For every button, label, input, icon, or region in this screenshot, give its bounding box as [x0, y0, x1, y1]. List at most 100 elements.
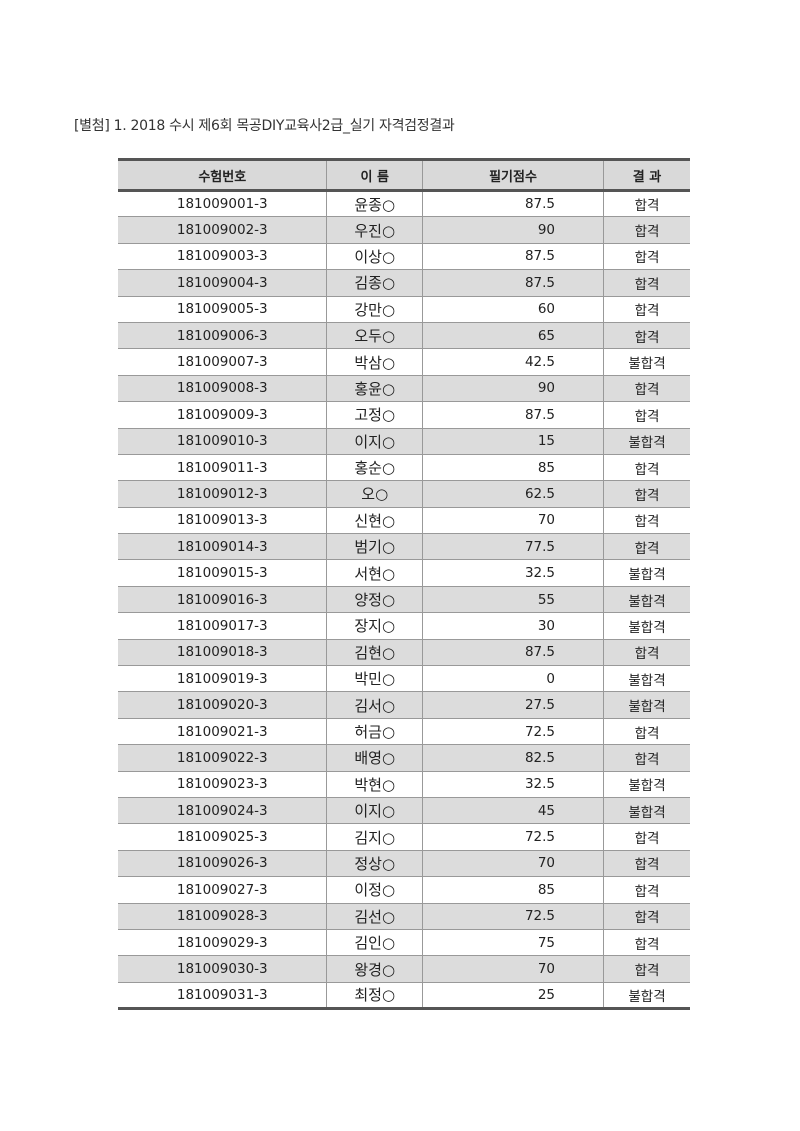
- result-cell: 불합격: [603, 427, 690, 455]
- name-cell: 장지○: [326, 612, 423, 640]
- exam-number-cell: 181009004-3: [118, 269, 327, 297]
- exam-number-cell: 181009015-3: [118, 559, 327, 587]
- score-cell: 45: [421, 796, 604, 824]
- score-cell: 87.5: [421, 401, 604, 429]
- name-cell: 배영○: [326, 744, 423, 772]
- score-cell: 87.5: [421, 189, 604, 217]
- exam-number-cell: 181009026-3: [118, 849, 327, 877]
- score-cell: 85: [421, 876, 604, 904]
- header-name: 이 름: [326, 158, 423, 192]
- table-row: 181009031-3 최정○ 25 불합격: [118, 981, 690, 1011]
- result-cell: 불합격: [603, 585, 690, 613]
- result-cell: 합격: [603, 480, 690, 508]
- score-cell: 32.5: [421, 770, 604, 798]
- score-cell: 70: [421, 849, 604, 877]
- table-row: 181009021-3 허금○ 72.5 합격: [118, 717, 690, 745]
- name-cell: 우진○: [326, 216, 423, 244]
- table-row: 181009019-3 박민○ 0 불합격: [118, 665, 690, 692]
- name-cell: 고정○: [326, 401, 423, 429]
- score-cell: 77.5: [421, 533, 604, 560]
- score-cell: 90: [421, 374, 604, 402]
- result-cell: 합격: [603, 928, 690, 956]
- table-row: 181009020-3 김서○ 27.5 불합격: [118, 691, 690, 719]
- name-cell: 양정○: [326, 585, 423, 613]
- document-title: [별첨] 1. 2018 수시 제6회 목공DIY교육사2급_실기 자격검정결과: [74, 118, 455, 134]
- result-cell: 합격: [603, 242, 690, 270]
- exam-number-cell: 181009029-3: [118, 928, 327, 956]
- table-row: 181009028-3 김선○ 72.5 합격: [118, 902, 690, 930]
- score-cell: 70: [421, 955, 604, 983]
- name-cell: 김선○: [326, 902, 423, 930]
- result-cell: 불합격: [603, 770, 690, 798]
- table-row: 181009014-3 범기○ 77.5 합격: [118, 533, 690, 560]
- name-cell: 오두○: [326, 321, 423, 349]
- name-cell: 김지○: [326, 823, 423, 851]
- result-cell: 합격: [603, 401, 690, 429]
- table-row: 181009004-3 김종○ 87.5 합격: [118, 269, 690, 297]
- result-cell: 불합격: [603, 691, 690, 719]
- score-cell: 87.5: [421, 242, 604, 270]
- name-cell: 이상○: [326, 242, 423, 270]
- exam-number-cell: 181009008-3: [118, 374, 327, 402]
- name-cell: 범기○: [326, 533, 423, 560]
- score-cell: 87.5: [421, 638, 604, 666]
- table-row: 181009009-3 고정○ 87.5 합격: [118, 401, 690, 429]
- score-cell: 25: [421, 981, 604, 1011]
- result-cell: 합격: [603, 717, 690, 745]
- exam-number-cell: 181009025-3: [118, 823, 327, 851]
- score-cell: 72.5: [421, 823, 604, 851]
- score-cell: 32.5: [421, 559, 604, 587]
- score-cell: 55: [421, 585, 604, 613]
- result-cell: 합격: [603, 453, 690, 481]
- table-row: 181009011-3 홍순○ 85 합격: [118, 453, 690, 481]
- exam-number-cell: 181009014-3: [118, 533, 327, 560]
- exam-number-cell: 181009011-3: [118, 453, 327, 481]
- score-cell: 70: [421, 506, 604, 534]
- name-cell: 최정○: [326, 981, 423, 1011]
- exam-number-cell: 181009013-3: [118, 506, 327, 534]
- exam-number-cell: 181009021-3: [118, 717, 327, 745]
- name-cell: 박민○: [326, 665, 423, 692]
- result-cell: 불합격: [603, 348, 690, 376]
- score-cell: 72.5: [421, 717, 604, 745]
- name-cell: 김서○: [326, 691, 423, 719]
- table-row: 181009003-3 이상○ 87.5 합격: [118, 242, 690, 270]
- result-cell: 합격: [603, 849, 690, 877]
- exam-number-cell: 181009007-3: [118, 348, 327, 376]
- score-cell: 42.5: [421, 348, 604, 376]
- exam-number-cell: 181009016-3: [118, 585, 327, 613]
- table-row: 181009012-3 오○ 62.5 합격: [118, 480, 690, 508]
- score-cell: 87.5: [421, 269, 604, 297]
- table-row: 181009013-3 신현○ 70 합격: [118, 506, 690, 534]
- table-body: 181009001-3 윤종○ 87.5 합격 181009002-3 우진○ 90 합격 18…: [118, 189, 690, 1011]
- exam-number-cell: 181009018-3: [118, 638, 327, 666]
- table-row: 181009024-3 이지○ 45 불합격: [118, 796, 690, 824]
- table-row: 181009027-3 이정○ 85 합격: [118, 876, 690, 904]
- table-row: 181009010-3 이지○ 15 불합격: [118, 427, 690, 455]
- table-header-row: 수험번호 이 름 필기점수 결 과: [118, 158, 690, 192]
- name-cell: 박삼○: [326, 348, 423, 376]
- result-cell: 합격: [603, 638, 690, 666]
- name-cell: 홍윤○: [326, 374, 423, 402]
- exam-number-cell: 181009022-3: [118, 744, 327, 772]
- result-cell: 합격: [603, 876, 690, 904]
- result-cell: 합격: [603, 955, 690, 983]
- result-cell: 합격: [603, 295, 690, 323]
- name-cell: 김현○: [326, 638, 423, 666]
- score-cell: 60: [421, 295, 604, 323]
- name-cell: 허금○: [326, 717, 423, 745]
- name-cell: 이정○: [326, 876, 423, 904]
- result-cell: 불합격: [603, 981, 690, 1011]
- table-row: 181009030-3 왕경○ 70 합격: [118, 955, 690, 983]
- exam-number-cell: 181009020-3: [118, 691, 327, 719]
- result-cell: 합격: [603, 744, 690, 772]
- name-cell: 김인○: [326, 928, 423, 956]
- result-cell: 합격: [603, 216, 690, 244]
- table-row: 181009025-3 김지○ 72.5 합격: [118, 823, 690, 851]
- result-cell: 합격: [603, 533, 690, 560]
- score-cell: 75: [421, 928, 604, 956]
- score-cell: 85: [421, 453, 604, 481]
- name-cell: 서현○: [326, 559, 423, 587]
- name-cell: 홍순○: [326, 453, 423, 481]
- exam-number-cell: 181009019-3: [118, 665, 327, 692]
